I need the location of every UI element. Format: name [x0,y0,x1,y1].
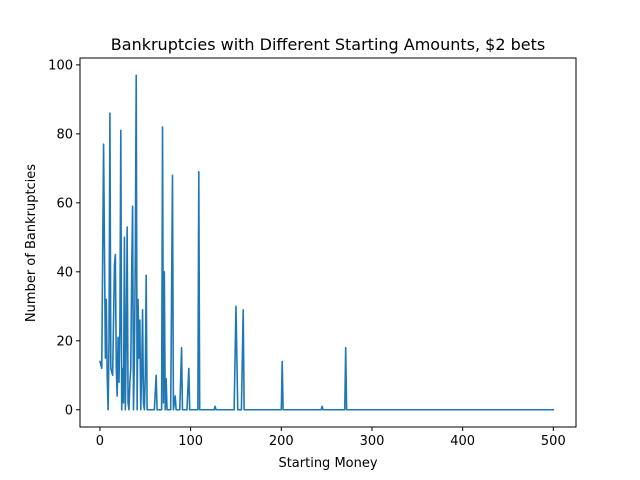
y-tick-label: 40 [56,265,73,280]
y-tick-label: 100 [48,58,73,73]
x-tick-label: 0 [96,434,104,449]
x-tick-label: 500 [541,434,566,449]
y-axis-label: Number of Bankruptcies [24,164,39,322]
x-axis-label: Starting Money [278,456,377,471]
x-tick-label: 200 [269,434,294,449]
chart-title: Bankruptcies with Different Starting Amo… [111,35,545,54]
x-tick-label: 400 [450,434,475,449]
y-tick-label: 80 [56,127,73,142]
y-tick-label: 0 [65,403,73,418]
y-tick-label: 20 [56,334,73,349]
series-line [98,74,555,411]
plot-area-background [80,58,576,427]
x-tick-label: 100 [178,434,203,449]
x-tick-label: 300 [360,434,385,449]
plot-layer: 0 100 200 300 400 500 0 20 40 60 80 100 [48,58,566,449]
plot-frame [79,57,577,428]
y-tick-label: 60 [56,196,73,211]
